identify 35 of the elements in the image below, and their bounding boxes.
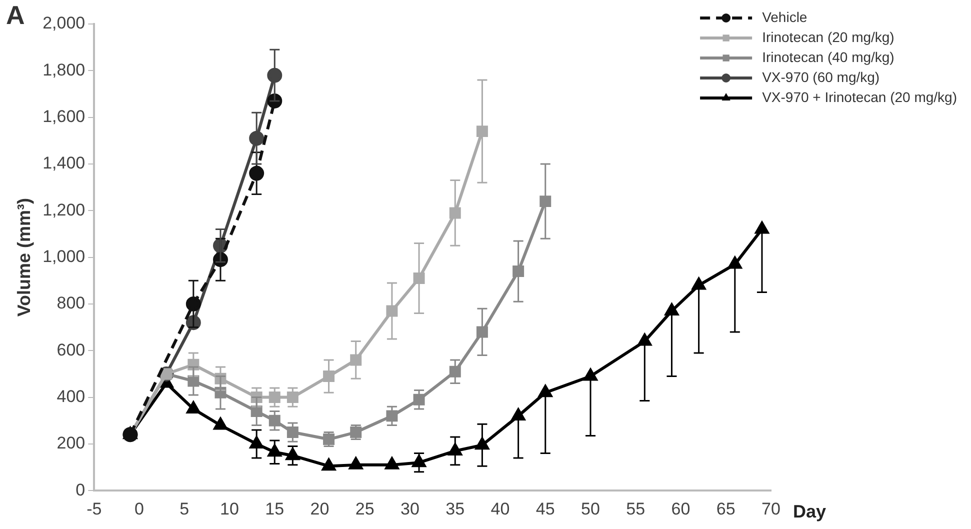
- y-axis-title: Volume (mm³): [14, 198, 34, 317]
- y-tick-label: 1,800: [42, 60, 86, 80]
- y-tick-label: 200: [56, 434, 86, 453]
- x-axis-title: Day: [793, 502, 826, 522]
- chart-title: A: [6, 0, 25, 30]
- x-tick-label: 45: [536, 499, 555, 518]
- y-tick-label: 2,000: [42, 14, 86, 33]
- y-tick-label: 1,200: [42, 200, 86, 220]
- y-tick-label: 800: [56, 294, 86, 313]
- x-tick-label: 55: [626, 499, 646, 518]
- x-tick-label: 50: [581, 499, 600, 518]
- y-tick-label: 1,000: [42, 246, 86, 266]
- legend-label: Irinotecan (20 mg/kg): [762, 28, 894, 45]
- legend-label: VX-970 + Irinotecan (20 mg/kg): [762, 88, 958, 105]
- legend-label: Irinotecan (40 mg/kg): [762, 48, 894, 65]
- x-tick-label: 5: [180, 499, 190, 518]
- legend-label: Vehicle: [762, 8, 808, 25]
- x-tick-label: 25: [355, 499, 374, 518]
- legend-label: VX-970 (60 mg/kg): [762, 68, 880, 85]
- x-tick-label: 0: [134, 499, 144, 518]
- y-tick-label: 1,600: [42, 107, 86, 126]
- y-tick-label: 600: [56, 340, 86, 360]
- x-tick-label: 10: [220, 499, 239, 518]
- y-tick-label: 400: [56, 386, 86, 406]
- x-tick-label: 60: [671, 499, 690, 518]
- x-tick-label: 40: [490, 499, 510, 518]
- x-tick-label: 20: [310, 499, 330, 518]
- y-tick-label: 0: [76, 480, 86, 500]
- y-tick-label: 1,400: [42, 154, 86, 173]
- x-tick-label: 15: [265, 499, 284, 518]
- x-tick-label: 65: [716, 499, 736, 518]
- x-tick-label: 35: [446, 499, 465, 518]
- x-tick-label: 70: [762, 499, 780, 518]
- x-tick-label: -5: [86, 499, 102, 518]
- x-tick-label: 30: [400, 499, 420, 518]
